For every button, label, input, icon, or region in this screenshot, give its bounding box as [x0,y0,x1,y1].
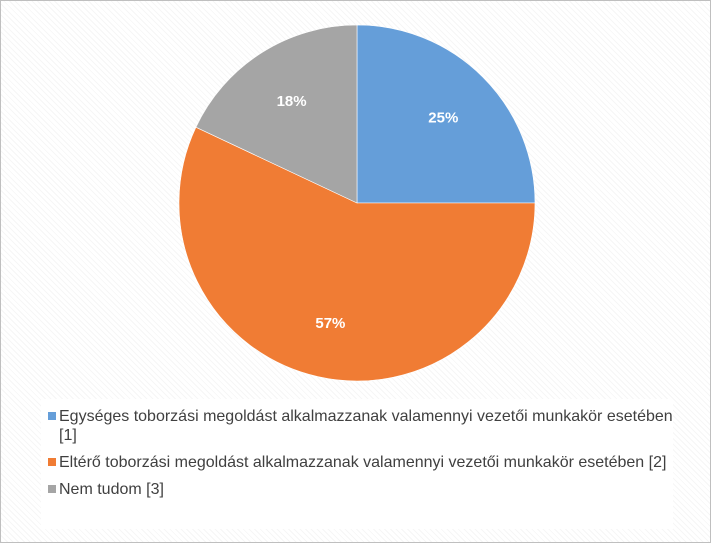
data-label-3: 18% [277,93,307,110]
legend-label-1: Egységes toborzási megoldást alkalmazzan… [59,408,673,444]
legend-swatch-1 [48,412,56,420]
pie-slice-1 [356,24,536,204]
legend-item-3: Nem tudom [3] [41,480,673,499]
legend-item-1: Egységes toborzási megoldást alkalmazzan… [41,407,673,445]
legend-swatch-3 [48,485,56,493]
pie-slice-3 [195,24,358,204]
data-label-1: 25% [428,110,458,127]
legend-label-2: Eltérő toborzási megoldást alkalmazzanak… [59,454,667,471]
pie-slice-2 [178,126,536,382]
legend-item-2: Eltérő toborzási megoldást alkalmazzanak… [41,453,673,472]
legend-label-3: Nem tudom [3] [59,481,164,498]
legend-swatch-2 [48,458,56,466]
data-label-2: 57% [315,315,345,332]
legend: Egységes toborzási megoldást alkalmazzan… [41,399,673,529]
